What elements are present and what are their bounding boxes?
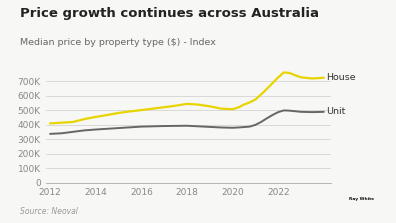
Text: Median price by property type ($) - Index: Median price by property type ($) - Inde… [20,38,216,47]
Text: House: House [326,73,356,82]
Text: Source: Neoval: Source: Neoval [20,207,78,216]
Text: Ray White: Ray White [349,197,374,201]
Text: Unit: Unit [326,107,345,116]
Text: Price growth continues across Australia: Price growth continues across Australia [20,7,319,20]
